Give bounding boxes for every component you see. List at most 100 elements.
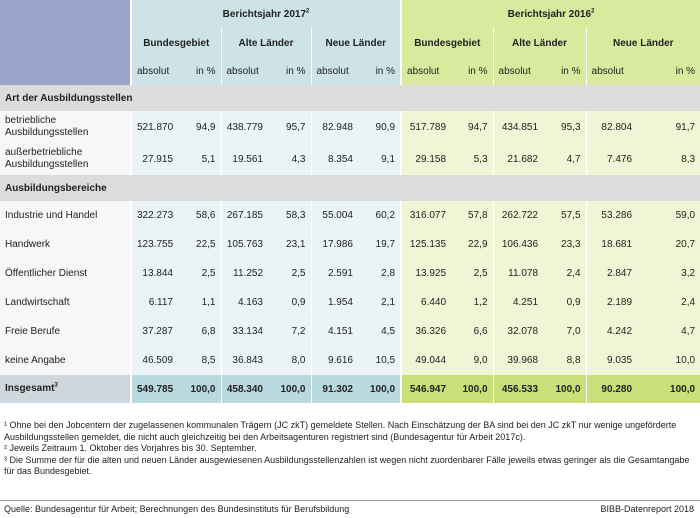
table-cell: 82.948: [310, 111, 358, 143]
table-cell: 1,2: [451, 288, 494, 317]
footnote: ³ Die Summe der für die alten und neuen …: [4, 454, 690, 477]
table-cell: 32.078: [492, 317, 544, 346]
table-cell: 10,5: [358, 346, 402, 375]
table-cell: 6.440: [400, 288, 452, 317]
table-cell: 100,0: [543, 375, 587, 403]
table-cell: 36.843: [220, 346, 268, 375]
region-header: Alte Länder: [492, 28, 587, 58]
table-cell: 10,0: [637, 346, 700, 375]
table-cell: 18.681: [585, 230, 638, 259]
header-row-regions: Bundesgebiet Alte Länder Neue Länder Bun…: [0, 28, 700, 58]
unit-header: absolut: [585, 58, 638, 85]
table-cell: 94,9: [178, 111, 221, 143]
table-cell: 36.326: [400, 317, 452, 346]
table-cell: 23,1: [268, 230, 311, 259]
table-cell: 11.252: [220, 259, 268, 288]
table-cell: 4,7: [637, 317, 700, 346]
section-header-row: Art der Ausbildungsstellen: [0, 85, 700, 111]
region-header: Alte Länder: [220, 28, 311, 58]
table-cell: 27.915: [130, 143, 178, 175]
table-row: Industrie und Handel 322.273 58,6 267.185 58…: [0, 201, 700, 230]
table-row: keine Angabe 46.509 8,5 36.843 8,0 9.616 10,5 4…: [0, 346, 700, 375]
table-cell: 4.251: [492, 288, 544, 317]
header-row-units: absolut in % absolut in % absolut in % a…: [0, 58, 700, 85]
table-cell: 95,3: [543, 111, 587, 143]
table-cell: 13.844: [130, 259, 178, 288]
header-corner: [0, 0, 131, 85]
table-cell: 100,0: [358, 375, 402, 403]
table-cell: 90,9: [358, 111, 402, 143]
footnote: ¹ Ohne bei den Jobcentern der zugelassen…: [4, 420, 677, 442]
table-cell: 6,8: [178, 317, 221, 346]
section-header-row: Ausbildungsbereiche: [0, 175, 700, 201]
table-cell: 6.117: [130, 288, 178, 317]
row-label: Landwirtschaft: [0, 288, 131, 317]
table-cell: 267.185: [220, 201, 268, 230]
table-cell: 58,6: [178, 201, 221, 230]
row-label: außerbetriebliche Ausbildungsstellen: [0, 143, 131, 175]
row-label: Handwerk: [0, 230, 131, 259]
table-cell: 55.004: [310, 201, 358, 230]
table-cell: 2.591: [310, 259, 358, 288]
table-cell: 19,7: [358, 230, 402, 259]
table-cell: 106.436: [492, 230, 544, 259]
table-cell: 2,5: [178, 259, 221, 288]
region-header: Neue Länder: [310, 28, 402, 58]
table-cell: 0,9: [543, 288, 587, 317]
region-header: Bundesgebiet: [400, 28, 494, 58]
table-cell: 82.804: [585, 111, 638, 143]
table-cell: 2.847: [585, 259, 638, 288]
total-label: Insgesamt3: [0, 375, 131, 403]
table-cell: 105.763: [220, 230, 268, 259]
table-cell: 123.755: [130, 230, 178, 259]
table-cell: 9.035: [585, 346, 638, 375]
table-cell: 6,6: [451, 317, 494, 346]
total-row: Insgesamt3 549.785 100,0 458.340 100,0 9…: [0, 375, 700, 403]
unit-header: absolut: [130, 58, 178, 85]
table-cell: 4,7: [543, 143, 587, 175]
table-cell: 0,9: [268, 288, 311, 317]
table-cell: 322.273: [130, 201, 178, 230]
table-cell: 29.158: [400, 143, 452, 175]
table-cell: 9,0: [451, 346, 494, 375]
table-cell: 13.925: [400, 259, 452, 288]
table-cell: 549.785: [130, 375, 178, 403]
section-1-body: Industrie und Handel 322.273 58,6 267.185 58…: [0, 201, 700, 375]
table-cell: 2,5: [268, 259, 311, 288]
table-cell: 23,3: [543, 230, 587, 259]
table-cell: 95,7: [268, 111, 311, 143]
table-cell: 4,3: [268, 143, 311, 175]
table-cell: 2,4: [637, 288, 700, 317]
unit-header: in %: [451, 58, 494, 85]
table-cell: 434.851: [492, 111, 544, 143]
table-cell: 57,8: [451, 201, 494, 230]
region-header: Neue Länder: [585, 28, 700, 58]
report-label: BIBB-Datenreport 2018: [600, 504, 694, 514]
unit-header: in %: [268, 58, 311, 85]
table-row: Landwirtschaft 6.117 1,1 4.163 0,9 1.954 2,1 6.…: [0, 288, 700, 317]
table-cell: 49.044: [400, 346, 452, 375]
table-cell: 8,0: [268, 346, 311, 375]
table-row: Handwerk 123.755 22,5 105.763 23,1 17.986 19,7…: [0, 230, 700, 259]
table-cell: 57,5: [543, 201, 587, 230]
table-cell: 7,0: [543, 317, 587, 346]
table-cell: 100,0: [268, 375, 311, 403]
table-cell: 4,5: [358, 317, 402, 346]
table-cell: 1.954: [310, 288, 358, 317]
table-cell: 19.561: [220, 143, 268, 175]
header-year-2017: Berichtsjahr 20172: [129, 0, 402, 28]
unit-header: absolut: [220, 58, 268, 85]
data-table-container: Berichtsjahr 20172 Berichtsjahr 20162 Bu…: [0, 0, 700, 403]
table-cell: 4.163: [220, 288, 268, 317]
table-cell: 458.340: [220, 375, 268, 403]
table-cell: 2.189: [585, 288, 638, 317]
section-0-body: betriebliche Ausbildungsstellen 521.870 94…: [0, 111, 700, 175]
table-cell: 438.779: [220, 111, 268, 143]
table-cell: 8.354: [310, 143, 358, 175]
table-cell: 5,1: [178, 143, 221, 175]
table-cell: 1,1: [178, 288, 221, 317]
table-cell: 91,7: [637, 111, 700, 143]
table-cell: 517.789: [400, 111, 452, 143]
table-cell: 8,3: [637, 143, 700, 175]
unit-header: absolut: [492, 58, 544, 85]
